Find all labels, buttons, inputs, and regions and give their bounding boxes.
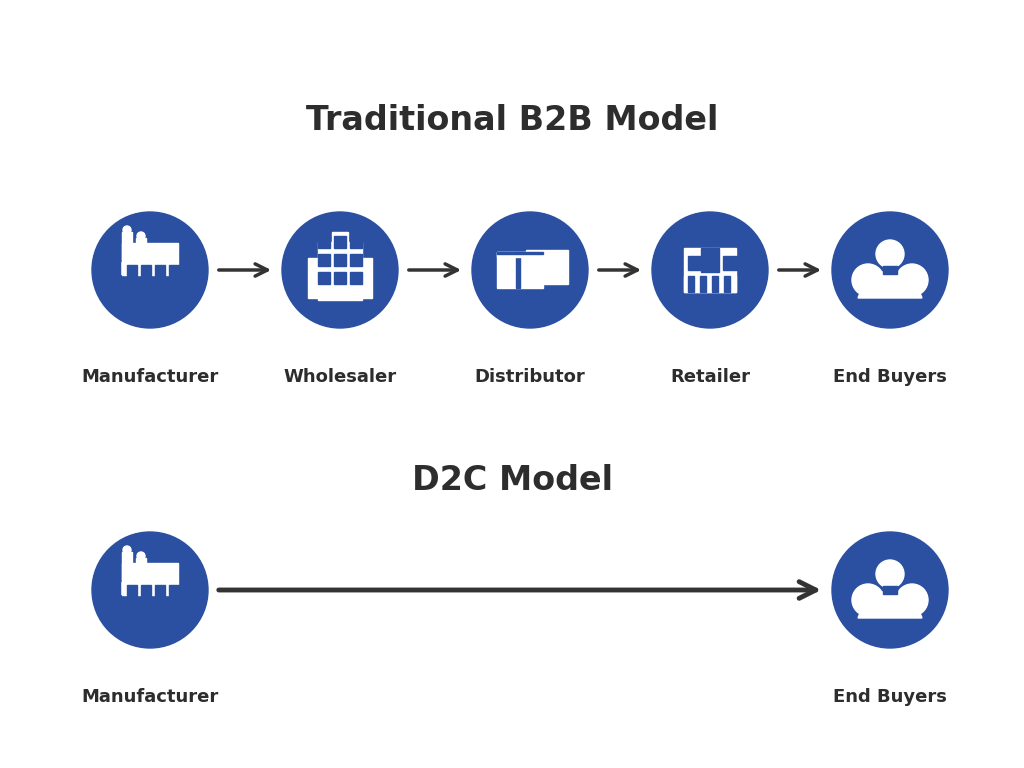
Circle shape bbox=[876, 560, 904, 588]
Bar bbox=[122, 563, 178, 595]
Circle shape bbox=[137, 552, 145, 560]
Bar bbox=[318, 242, 362, 300]
Bar bbox=[136, 558, 146, 580]
Bar bbox=[169, 265, 179, 277]
Circle shape bbox=[282, 212, 398, 328]
Bar bbox=[701, 248, 719, 272]
Text: Distributor: Distributor bbox=[475, 368, 586, 386]
Bar bbox=[127, 265, 137, 277]
Bar bbox=[332, 232, 348, 244]
Circle shape bbox=[896, 264, 928, 296]
Circle shape bbox=[852, 584, 884, 616]
Text: Retailer: Retailer bbox=[670, 368, 750, 386]
Bar bbox=[155, 265, 165, 277]
Bar bbox=[688, 276, 694, 292]
Polygon shape bbox=[122, 575, 178, 595]
Text: End Buyers: End Buyers bbox=[834, 368, 947, 386]
Circle shape bbox=[896, 584, 928, 616]
Circle shape bbox=[92, 532, 208, 648]
Bar bbox=[334, 254, 346, 266]
Bar bbox=[122, 243, 178, 275]
Circle shape bbox=[876, 240, 904, 268]
Text: Manufacturer: Manufacturer bbox=[81, 688, 219, 706]
Bar bbox=[127, 585, 137, 597]
Bar bbox=[334, 236, 346, 248]
Text: Wholesaler: Wholesaler bbox=[284, 368, 396, 386]
Circle shape bbox=[123, 546, 131, 554]
Bar bbox=[318, 236, 330, 248]
Circle shape bbox=[123, 226, 131, 234]
Circle shape bbox=[652, 212, 768, 328]
Bar bbox=[360, 258, 372, 298]
Bar bbox=[141, 585, 151, 597]
Circle shape bbox=[137, 232, 145, 240]
Polygon shape bbox=[122, 255, 178, 275]
Bar bbox=[350, 236, 362, 248]
Circle shape bbox=[831, 212, 948, 328]
Polygon shape bbox=[858, 592, 922, 618]
Bar bbox=[334, 272, 346, 284]
Bar bbox=[122, 232, 132, 260]
Bar bbox=[308, 258, 319, 298]
Bar bbox=[141, 265, 151, 277]
Bar bbox=[516, 252, 520, 288]
Bar bbox=[318, 272, 330, 284]
Bar bbox=[712, 276, 718, 292]
Circle shape bbox=[852, 264, 884, 296]
Bar bbox=[723, 256, 737, 270]
Text: D2C Model: D2C Model bbox=[412, 464, 612, 496]
Bar bbox=[526, 250, 568, 284]
Circle shape bbox=[831, 532, 948, 648]
Bar bbox=[724, 276, 730, 292]
Text: End Buyers: End Buyers bbox=[834, 688, 947, 706]
Circle shape bbox=[472, 212, 588, 328]
Circle shape bbox=[92, 212, 208, 328]
Bar bbox=[497, 252, 543, 254]
Bar bbox=[688, 256, 702, 270]
Text: Manufacturer: Manufacturer bbox=[81, 368, 219, 386]
Bar bbox=[684, 276, 736, 292]
Bar bbox=[155, 585, 165, 597]
Bar bbox=[700, 276, 706, 292]
Polygon shape bbox=[858, 272, 922, 298]
Bar bbox=[350, 272, 362, 284]
Bar bbox=[883, 266, 897, 274]
Bar bbox=[350, 254, 362, 266]
Bar bbox=[318, 254, 330, 266]
Text: Traditional B2B Model: Traditional B2B Model bbox=[306, 104, 718, 137]
Bar bbox=[684, 248, 736, 292]
Bar bbox=[122, 552, 132, 580]
Bar bbox=[497, 252, 543, 257]
Bar bbox=[497, 252, 543, 288]
Bar bbox=[169, 585, 179, 597]
Bar bbox=[883, 586, 897, 594]
Bar bbox=[136, 238, 146, 260]
